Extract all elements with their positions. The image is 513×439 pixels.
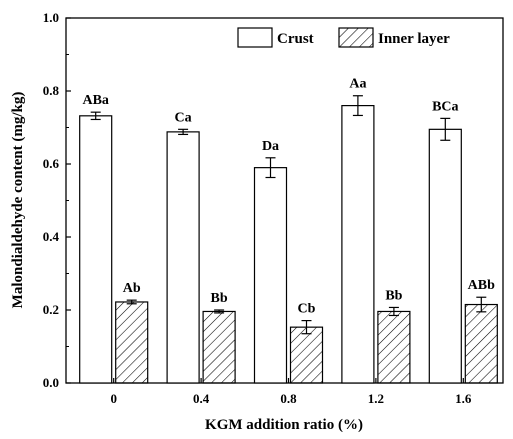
bar-inner-layer bbox=[289, 326, 324, 384]
legend: Crust Inner layer bbox=[237, 27, 450, 48]
x-axis-ticks: 0 0.4 0.8 1.2 1.6 bbox=[110, 378, 472, 406]
y-tick-label: 0.4 bbox=[43, 229, 60, 244]
y-tick-label: 0.8 bbox=[43, 83, 60, 98]
significance-label: Bb bbox=[385, 288, 402, 303]
legend-swatch-inner-layer bbox=[338, 27, 374, 48]
bar-inner-layer bbox=[377, 310, 411, 384]
legend-label-inner-layer: Inner layer bbox=[378, 31, 450, 47]
significance-label: Ca bbox=[175, 110, 192, 125]
bar-crust bbox=[253, 167, 288, 384]
bars-group bbox=[79, 104, 498, 384]
significance-labels-group: ABa Ab Ca Bb Da Cb Aa Bb BCa ABb bbox=[82, 77, 495, 317]
bar-crust bbox=[341, 104, 375, 384]
bar-crust bbox=[166, 131, 200, 384]
legend-label-crust: Crust bbox=[277, 31, 314, 47]
bar-inner-layer bbox=[464, 303, 498, 384]
significance-label: Ab bbox=[123, 281, 141, 296]
y-tick-label: 1.0 bbox=[43, 10, 59, 25]
x-tick-label: 0.4 bbox=[193, 391, 210, 406]
x-tick-label: 1.2 bbox=[368, 391, 384, 406]
bar-inner-layer bbox=[202, 310, 236, 384]
significance-label: ABb bbox=[468, 278, 495, 293]
bar-crust bbox=[79, 115, 113, 384]
y-tick-label: 0.2 bbox=[43, 302, 59, 317]
y-axis-ticks: 0.0 0.2 0.4 0.6 0.8 1.0 bbox=[43, 10, 71, 390]
significance-label: Aa bbox=[349, 77, 366, 92]
x-axis-title: KGM addition ratio (%) bbox=[205, 417, 363, 433]
x-tick-label: 0.8 bbox=[280, 391, 297, 406]
error-bars-group bbox=[90, 95, 487, 335]
y-tick-label: 0.0 bbox=[43, 375, 59, 390]
significance-label: BCa bbox=[432, 99, 458, 114]
significance-label: Cb bbox=[298, 302, 316, 317]
bar-inner-layer bbox=[115, 301, 149, 384]
significance-label: ABa bbox=[82, 93, 108, 108]
x-tick-label: 0 bbox=[110, 391, 117, 406]
y-tick-label: 0.6 bbox=[43, 156, 60, 171]
significance-label: Da bbox=[262, 139, 279, 154]
bar-crust bbox=[428, 128, 462, 384]
legend-swatch-crust bbox=[237, 27, 273, 48]
x-tick-label: 1.6 bbox=[455, 391, 472, 406]
significance-label: Bb bbox=[211, 291, 228, 306]
y-axis-title: Malondialdehyde content (mg/kg) bbox=[10, 92, 26, 309]
